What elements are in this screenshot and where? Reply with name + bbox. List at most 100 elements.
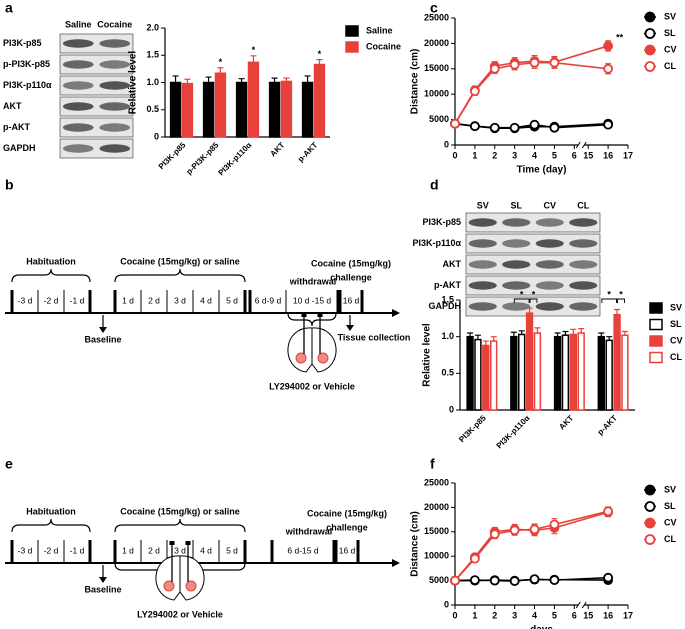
blot-band <box>468 239 497 248</box>
blot-row-label: AKT <box>443 259 462 269</box>
collection-label: Tissue collection <box>338 332 411 342</box>
significance-mark: * <box>619 289 623 299</box>
point <box>489 529 500 540</box>
infusion-label: LY294002 or Vehicle <box>269 381 355 391</box>
y-tick-label: 1.0 <box>441 331 454 341</box>
point <box>489 575 500 586</box>
phase-label: Cocaine (15mg/kg) or saline <box>120 506 240 516</box>
series-line <box>454 510 609 582</box>
point <box>489 63 500 74</box>
x-tick-label: 16 <box>603 610 613 620</box>
point <box>529 574 540 585</box>
legend-marker <box>644 501 656 512</box>
legend-swatch <box>649 351 663 364</box>
y-tick-label: 15000 <box>424 526 449 536</box>
y-tick-label: 20000 <box>424 38 449 48</box>
legend-label: CL <box>664 61 676 71</box>
x-tick-label: p-AKT <box>596 413 619 436</box>
day-label: -1 d <box>70 545 85 555</box>
y-tick-label: 25000 <box>424 477 449 487</box>
x-axis-label: days <box>530 625 553 629</box>
x-tick-label: 6 <box>572 150 577 160</box>
blot-strip <box>59 75 134 96</box>
y-tick-label: 0 <box>154 131 159 141</box>
point <box>509 122 520 133</box>
y-tick-label: 10000 <box>424 551 449 561</box>
bar <box>518 333 526 411</box>
blot-band <box>569 281 598 290</box>
legend-label: CV <box>664 517 677 527</box>
point <box>469 575 480 586</box>
blot-row-label: p-AKT <box>3 122 30 132</box>
x-tick-label: 6 <box>572 610 577 620</box>
day-label: -3 d <box>18 545 33 555</box>
significance-bracket <box>601 298 618 303</box>
legend-label: CV <box>664 44 677 54</box>
legend-marker <box>644 28 656 39</box>
bar <box>533 332 542 411</box>
bar <box>605 339 613 411</box>
blot-strip <box>59 33 134 54</box>
blot-band <box>99 123 131 132</box>
bar <box>613 313 621 411</box>
day-label: 5 d <box>226 295 238 305</box>
significance-bracket <box>617 298 625 303</box>
point <box>469 553 480 564</box>
x-tick-label: 1 <box>472 610 477 620</box>
day-label: 16 d <box>339 545 356 555</box>
x-tick-label: 1 <box>472 150 477 160</box>
x-tick-label: 0 <box>452 150 457 160</box>
blot-band <box>468 302 497 311</box>
target-region <box>163 580 175 592</box>
target-region <box>317 352 329 364</box>
bar <box>490 340 498 411</box>
bar <box>482 344 490 411</box>
blot-row-label: AKT <box>3 101 22 111</box>
x-tick-label: 5 <box>552 610 557 620</box>
blot-band <box>535 218 564 227</box>
day-label: 1 d <box>122 545 134 555</box>
blot-strip <box>465 233 601 254</box>
blot-band <box>99 102 131 111</box>
series-line <box>454 511 609 582</box>
baseline-label: Baseline <box>84 584 121 594</box>
blot-band <box>569 239 598 248</box>
bar <box>214 72 227 138</box>
blot-band <box>569 260 598 269</box>
blot-band <box>62 81 94 90</box>
day-label: 6 d-15 d <box>287 545 318 555</box>
y-axis-label: Relative level <box>422 323 433 387</box>
x-tick-label: AKT <box>268 140 286 158</box>
x-tick-label: 3 <box>512 610 517 620</box>
legend-label: Cocaine <box>366 41 401 51</box>
legend-swatch <box>649 318 663 331</box>
y-tick-label: 0.5 <box>146 104 159 114</box>
blot-band <box>502 218 531 227</box>
legend-swatch <box>345 41 359 53</box>
legend-marker <box>644 517 656 529</box>
y-axis-label: Distance (cm) <box>410 511 421 577</box>
day-label: -3 d <box>18 295 33 305</box>
day-label: 2 d <box>148 295 160 305</box>
day-label: 3 d <box>174 545 186 555</box>
point <box>450 118 460 129</box>
significance-mark: * <box>219 57 223 67</box>
blot-band <box>468 281 497 290</box>
bar <box>466 335 474 411</box>
timeline-arrow <box>392 309 400 317</box>
blot-row-label: GAPDH <box>3 143 36 153</box>
point <box>549 57 560 68</box>
phase-label: withdrawal <box>285 526 333 536</box>
x-tick-label: 5 <box>552 150 557 160</box>
x-tick-label: 17 <box>623 150 633 160</box>
day-label: -2 d <box>44 295 59 305</box>
legend-label: Saline <box>366 25 393 35</box>
significance-mark: * <box>252 45 256 55</box>
x-tick-label: 2 <box>492 610 497 620</box>
blot-strip <box>465 212 601 233</box>
bar <box>280 80 293 138</box>
legend-marker <box>644 44 656 56</box>
bar <box>510 335 518 411</box>
axis-break <box>575 141 587 149</box>
